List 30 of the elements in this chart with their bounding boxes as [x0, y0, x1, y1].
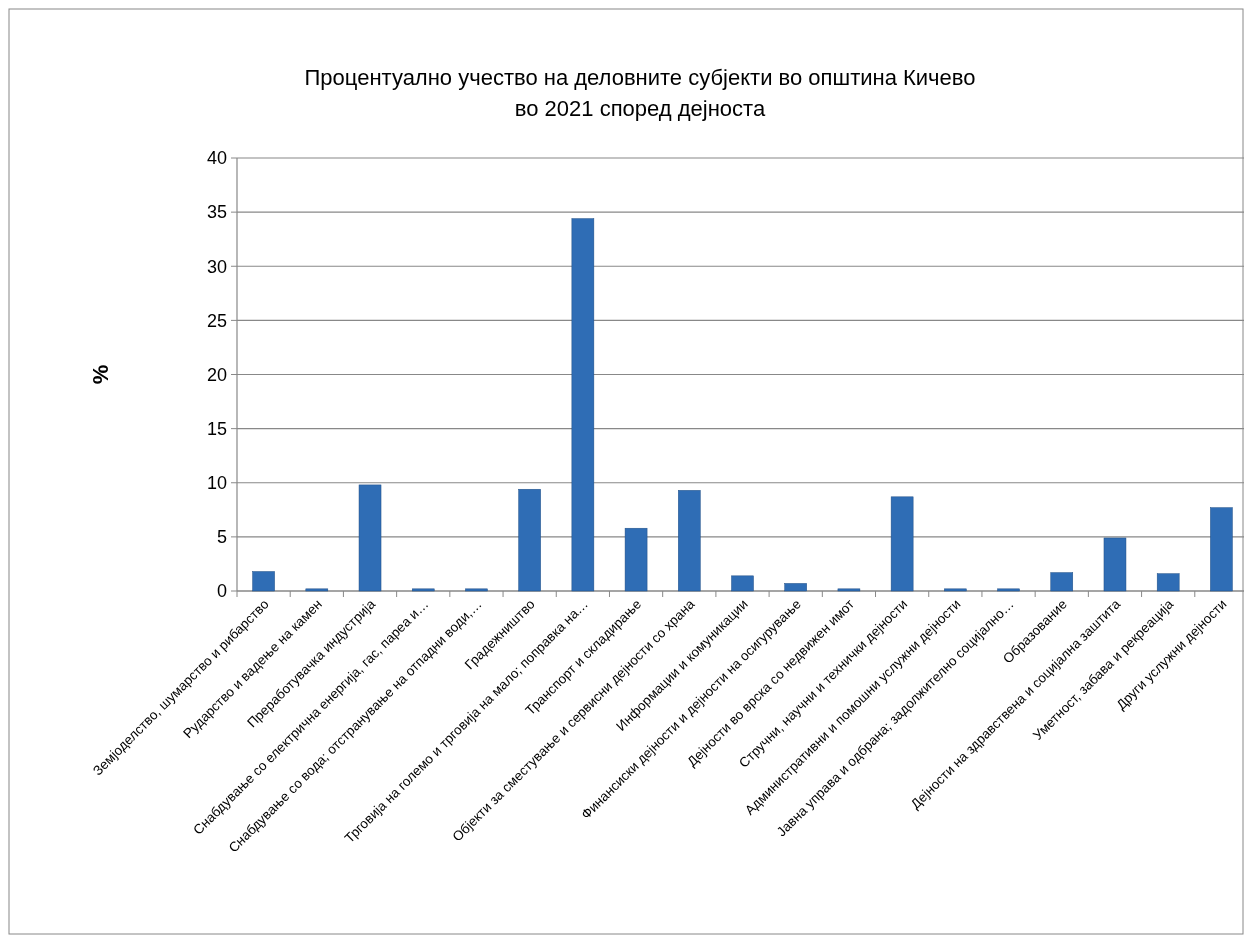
- bar: [784, 583, 807, 592]
- bar: [1050, 572, 1074, 592]
- y-tick-label: 15: [206, 418, 227, 439]
- y-tick-label: 10: [206, 473, 227, 494]
- bar: [518, 489, 541, 592]
- y-tick-label: 5: [216, 527, 227, 548]
- bar: [890, 496, 914, 592]
- bar: [465, 588, 488, 592]
- y-tick-label: 20: [206, 364, 227, 385]
- bar: [731, 575, 754, 592]
- y-axis-title: %: [88, 364, 113, 385]
- bar: [571, 218, 595, 592]
- bar: [997, 588, 1020, 592]
- bar: [837, 588, 861, 592]
- bar: [305, 588, 329, 592]
- bar: [678, 490, 701, 592]
- bar: [944, 588, 967, 592]
- bar: [1210, 507, 1233, 592]
- y-tick-label: 35: [206, 202, 227, 223]
- bar: [1156, 573, 1180, 592]
- bar: [411, 588, 435, 592]
- bar: [624, 527, 648, 592]
- bar: [252, 571, 275, 592]
- chart-title: Процентуално учество на деловните субјекти во општина Кичево во 2021 според дејноста: [304, 65, 976, 121]
- y-tick-label: 0: [216, 581, 227, 602]
- y-tick-label: 40: [206, 148, 227, 169]
- bar: [358, 484, 382, 592]
- y-tick-label: 30: [206, 256, 227, 277]
- bar: [1103, 537, 1127, 592]
- y-tick-label: 25: [206, 310, 227, 331]
